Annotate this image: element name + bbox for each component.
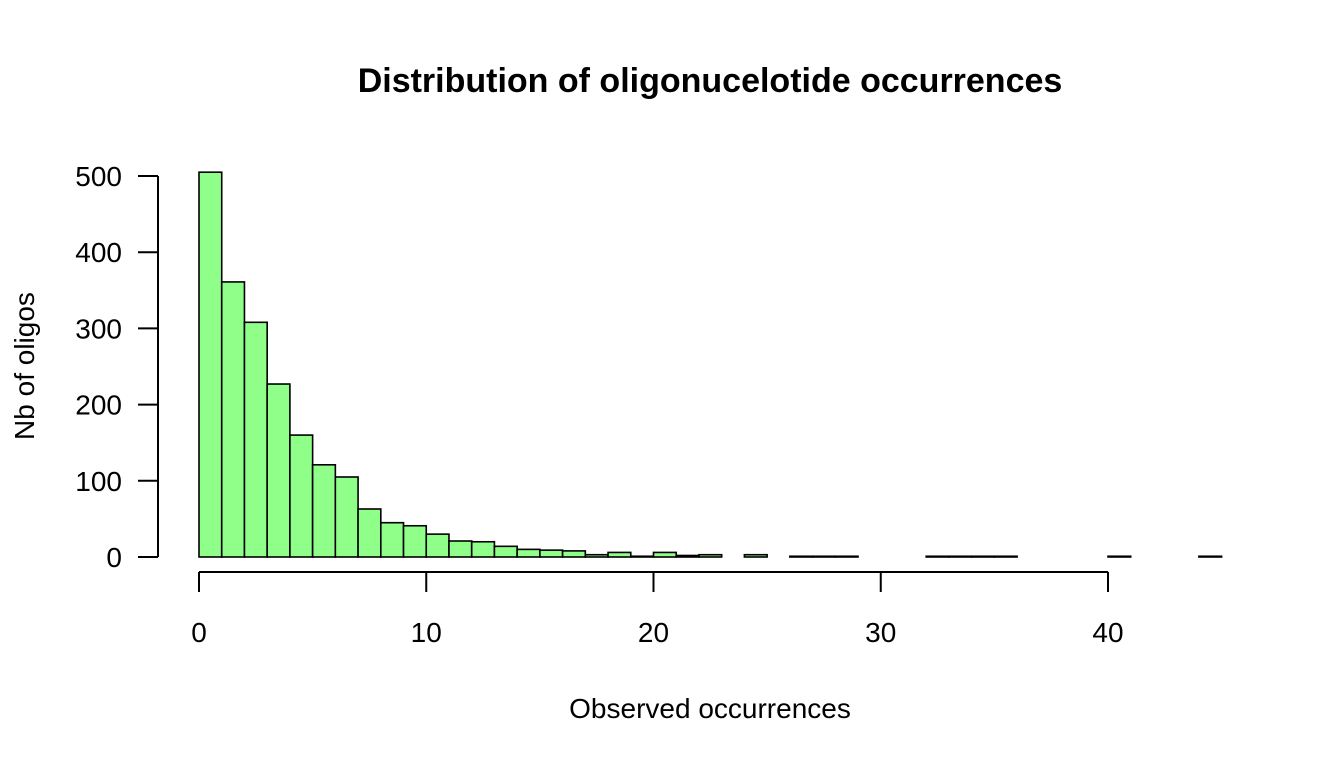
histogram-bar [539,549,564,558]
histogram-bar [607,551,632,558]
y-tick-label: 0 [106,542,122,573]
histogram-bar [698,553,723,558]
x-axis: 0 10 20 30 40 [191,571,1124,648]
histogram-bar [652,551,678,558]
y-axis: 0 100 200 300 400 500 [75,161,159,573]
histogram-bar [789,555,814,558]
histogram-bar [311,463,337,558]
histogram-bar [1198,555,1223,558]
histogram-bar [834,555,859,558]
x-tick-label: 10 [411,617,442,648]
y-axis-label: Nb of oligos [9,292,40,440]
histogram-bar [743,553,768,558]
histogram-bar [470,540,496,558]
histogram-bar [379,521,405,558]
x-tick-label: 40 [1092,617,1123,648]
histogram-bar [425,533,450,558]
histogram-bar [629,555,655,558]
x-axis-label: Observed occurrences [569,693,851,724]
histogram-bar [516,548,541,558]
histogram-bar [220,281,246,558]
histogram-bar [561,550,587,558]
histogram-bar [925,555,950,558]
y-tick-label: 400 [75,237,122,268]
histogram-bars [198,171,1223,558]
histogram-bar [584,553,609,558]
histogram-bar [948,555,973,558]
y-tick-label: 300 [75,313,122,344]
histogram-bar [493,545,518,558]
y-tick-label: 500 [75,161,122,192]
x-tick-label: 0 [191,617,207,648]
histogram-bar [675,554,700,558]
histogram-bar [289,434,314,558]
histogram-bar [198,171,223,558]
histogram-bar [993,555,1018,558]
histogram-bar [357,508,382,558]
x-tick-label: 30 [865,617,896,648]
histogram-bar [334,476,359,558]
y-tick-label: 100 [75,466,122,497]
y-tick-label: 200 [75,390,122,421]
histogram-bar [811,555,837,558]
histogram-bar [243,321,268,558]
histogram-bar [1107,555,1132,558]
chart-title: Distribution of oligonucelotide occurren… [358,62,1063,100]
histogram-bar [266,383,291,558]
x-tick-label: 20 [638,617,669,648]
histogram-bar [970,555,996,558]
histogram-bar [402,524,428,558]
histogram-bar [448,540,473,558]
